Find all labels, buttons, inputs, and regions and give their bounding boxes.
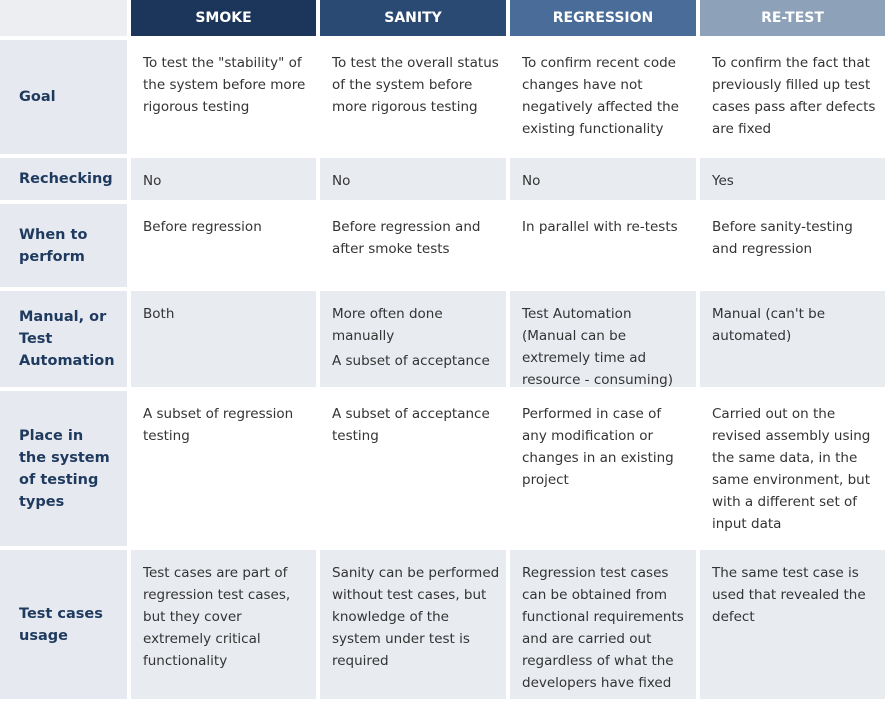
row-label: Place in the system of testing types — [0, 391, 127, 546]
table-cell: Carried out on the revised assembly usin… — [700, 391, 885, 546]
column-header: SANITY — [320, 0, 506, 36]
table-cell: No — [320, 158, 506, 200]
table-cell: Before regression — [131, 204, 316, 287]
table-cell: To test the "stability" of the system be… — [131, 40, 316, 154]
table-cell: Manual (can't be automated) — [700, 291, 885, 387]
table-cell: To test the overall status of the system… — [320, 40, 506, 154]
table-cell: Performed in case of any modification or… — [510, 391, 696, 546]
table-cell: Sanity can be performed without test cas… — [320, 550, 506, 699]
cell-line: More often done manually — [332, 306, 443, 344]
table-cell: More often done manually A subset of acce… — [320, 291, 506, 387]
cell-line: A subset of acceptance — [332, 353, 490, 369]
table-cell: Before sanity-testing and regression — [700, 204, 885, 287]
column-header: RE-TEST — [700, 0, 885, 36]
table-cell: A subset of acceptance testing — [320, 391, 506, 546]
table-cell: No — [510, 158, 696, 200]
column-header: SMOKE — [131, 0, 316, 36]
table-cell: Before regression and after smoke tests — [320, 204, 506, 287]
table-cell: To confirm the fact that previously fill… — [700, 40, 885, 154]
table-cell: A subset of regression testing — [131, 391, 316, 546]
table-cell: To confirm recent code changes have not … — [510, 40, 696, 154]
column-header: REGRESSION — [510, 0, 696, 36]
corner-cell — [0, 0, 127, 36]
table-cell: In parallel with re-tests — [510, 204, 696, 287]
table-cell: No — [131, 158, 316, 200]
row-label: Test cases usage — [0, 550, 127, 699]
row-label: Goal — [0, 40, 127, 154]
table-cell: Both — [131, 291, 316, 387]
table-cell: Regression test cases can be obtained fr… — [510, 550, 696, 699]
row-label: Rechecking — [0, 158, 127, 200]
row-label: When to perform — [0, 204, 127, 287]
table-cell: Test Automation (Manual can be extremely… — [510, 291, 696, 388]
table-cell: Test cases are part of regression test c… — [131, 550, 316, 699]
row-label: Manual, or Test Automation — [0, 291, 127, 387]
table-cell: Yes — [700, 158, 885, 200]
table-cell: The same test case is used that revealed… — [700, 550, 885, 699]
